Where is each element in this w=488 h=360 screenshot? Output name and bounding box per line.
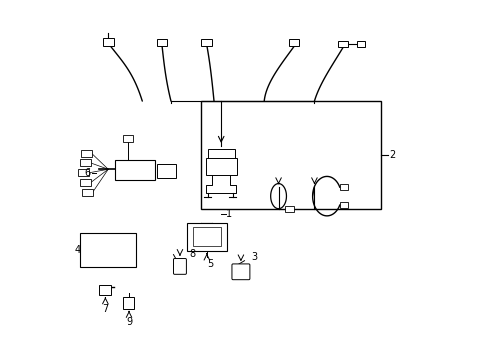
Bar	[187, 223, 226, 251]
FancyBboxPatch shape	[80, 179, 90, 186]
Bar	[124, 238, 129, 243]
Bar	[116, 248, 121, 253]
Bar	[93, 248, 98, 253]
Bar	[285, 206, 293, 212]
Bar	[357, 41, 365, 47]
Bar	[108, 248, 113, 253]
Bar	[337, 41, 347, 47]
Text: 4: 4	[74, 245, 81, 255]
Bar	[93, 258, 98, 263]
Bar	[80, 233, 136, 267]
Bar	[192, 227, 221, 246]
Text: 8: 8	[188, 248, 195, 258]
Bar	[101, 258, 105, 263]
FancyBboxPatch shape	[173, 258, 186, 274]
Bar	[156, 39, 166, 45]
FancyBboxPatch shape	[231, 264, 249, 280]
Bar	[108, 258, 113, 263]
Bar	[85, 238, 90, 243]
Bar	[124, 248, 129, 253]
Bar	[339, 184, 347, 190]
Bar	[115, 160, 155, 180]
Bar	[207, 149, 234, 160]
FancyBboxPatch shape	[78, 169, 89, 176]
FancyBboxPatch shape	[81, 149, 92, 157]
Text: 3: 3	[251, 252, 257, 262]
Bar	[156, 164, 176, 178]
Text: 5: 5	[207, 259, 213, 269]
Bar	[206, 158, 236, 175]
FancyBboxPatch shape	[99, 285, 111, 295]
Text: 7: 7	[102, 305, 108, 314]
Bar	[201, 39, 211, 45]
Text: 2: 2	[389, 150, 395, 160]
Bar	[116, 238, 121, 243]
Bar	[93, 238, 98, 243]
Bar	[201, 101, 380, 209]
Text: 1: 1	[225, 209, 231, 219]
FancyBboxPatch shape	[82, 189, 93, 196]
FancyBboxPatch shape	[122, 297, 134, 309]
FancyBboxPatch shape	[80, 159, 90, 166]
Text: 6: 6	[84, 168, 90, 178]
Bar	[116, 258, 121, 263]
Bar	[122, 135, 132, 142]
Bar	[108, 238, 113, 243]
Bar	[85, 248, 90, 253]
Bar	[102, 39, 113, 45]
Bar	[124, 258, 129, 263]
Bar	[339, 202, 347, 208]
Bar	[101, 238, 105, 243]
Text: 9: 9	[126, 317, 132, 327]
Bar	[289, 39, 299, 45]
Bar	[85, 258, 90, 263]
Bar	[101, 248, 105, 253]
